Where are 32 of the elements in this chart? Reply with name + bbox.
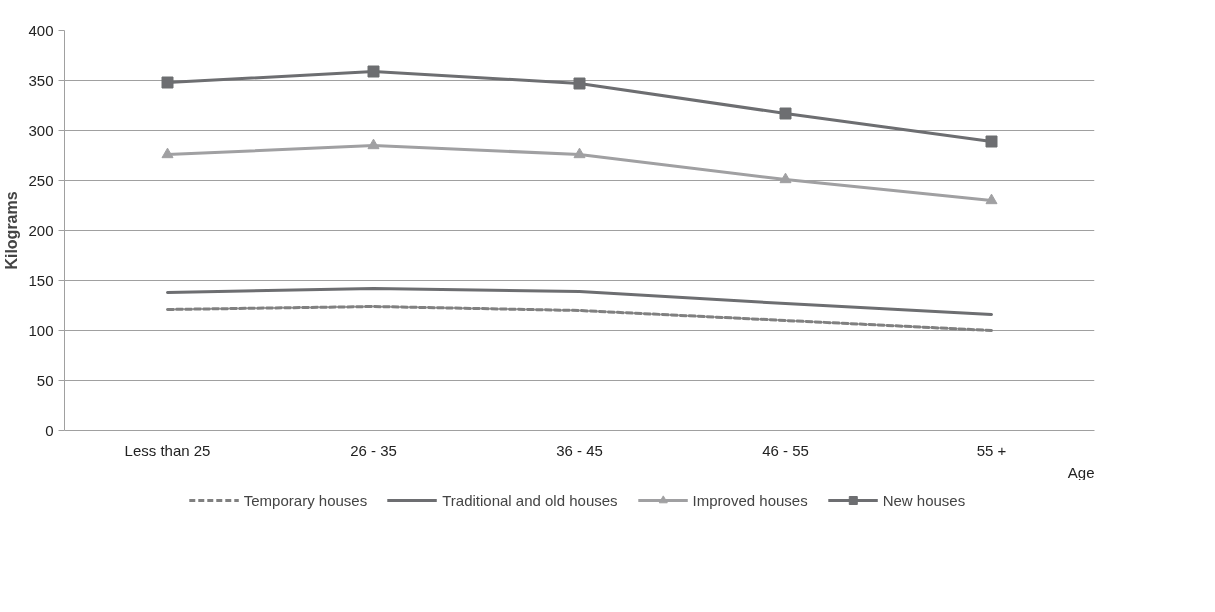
point xyxy=(779,107,792,120)
point xyxy=(161,76,174,89)
point xyxy=(985,193,998,205)
x-axis-title: Age xyxy=(1067,463,1095,481)
y-axis-title: Kilograms xyxy=(3,191,21,270)
y-tick-label: 50 xyxy=(36,371,54,389)
y-tick-label: 0 xyxy=(45,421,54,439)
y-tick-label: 350 xyxy=(28,71,54,89)
legend-label: Improved houses xyxy=(692,491,808,509)
y-tick-label: 150 xyxy=(28,271,54,289)
point xyxy=(367,65,380,78)
x-tick-label: 46 - 55 xyxy=(762,441,809,459)
legend-label: Temporary houses xyxy=(243,491,368,509)
x-tick-label: 36 - 45 xyxy=(556,441,603,459)
point xyxy=(779,172,792,184)
y-tick-label: 300 xyxy=(28,121,54,139)
x-tick-label: 55 + xyxy=(976,441,1007,459)
point xyxy=(367,138,380,150)
point xyxy=(985,135,998,148)
legend-label: New houses xyxy=(882,491,966,509)
line-series xyxy=(166,287,993,316)
y-tick-label: 100 xyxy=(28,321,54,339)
x-tick-label: Less than 25 xyxy=(124,441,211,459)
legend-label: Traditional and old houses xyxy=(442,491,618,509)
point xyxy=(573,77,586,90)
x-tick-label: 26 - 35 xyxy=(350,441,397,459)
point xyxy=(573,147,586,159)
y-tick-label: 250 xyxy=(28,171,54,189)
point xyxy=(161,147,174,159)
y-tick-label: 400 xyxy=(28,21,54,39)
line-series xyxy=(166,305,993,332)
y-tick-label: 200 xyxy=(28,221,54,239)
